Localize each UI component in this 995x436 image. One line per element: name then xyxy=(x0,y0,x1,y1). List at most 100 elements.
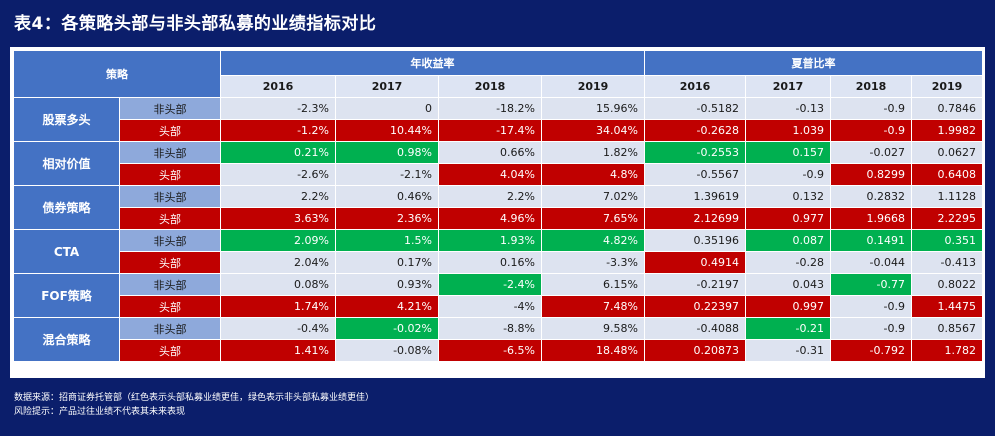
table-row: CTA 非头部 2.09% 1.5% 1.93% 4.82% 0.35196 0.087 0.1… xyxy=(13,229,983,274)
annual-return-cell: -4% xyxy=(438,295,542,318)
non-top-label: 非头部 xyxy=(119,97,221,120)
sharpe-ratio-cell: 0.157 xyxy=(745,141,831,164)
sharpe-ratio-cell: -0.28 xyxy=(745,251,831,274)
table-row: 头部 1.41% -0.08% -6.5% 18.48% 0.20873 -0.31 -0.7… xyxy=(14,339,983,362)
year-header: 2016 xyxy=(220,75,336,98)
annual-return-cell: 4.8% xyxy=(541,163,645,186)
sharpe-ratio-cell: -0.413 xyxy=(911,251,983,274)
sharpe-ratio-cell: 0.4914 xyxy=(644,251,746,274)
sharpe-ratio-cell: -0.4088 xyxy=(644,317,746,340)
sharpe-ratio-cell: 1.039 xyxy=(745,119,831,142)
annual-return-cell: 0.16% xyxy=(438,251,542,274)
annual-return-cell: 18.48% xyxy=(541,339,645,362)
sharpe-ratio-cell: -0.31 xyxy=(745,339,831,362)
annual-return-cell: 9.58% xyxy=(541,317,645,340)
year-header: 2019 xyxy=(911,75,983,98)
sharpe-ratio-cell: 1.1128 xyxy=(911,185,983,208)
annual-return-cell: -18.2% xyxy=(438,97,542,120)
sharpe-ratio-cell: 0.997 xyxy=(745,295,831,318)
annual-return-cell: -0.02% xyxy=(335,317,439,340)
table-row: 头部 3.63% 2.36% 4.96% 7.65% 2.12699 0.977 1.9668… xyxy=(14,207,983,230)
annual-return-cell: 15.96% xyxy=(541,97,645,120)
table-row: 相对价值 非头部 0.21% 0.98% 0.66% 1.82% -0.2553 0.157-… xyxy=(13,141,983,186)
annual-return-cell: 4.04% xyxy=(438,163,542,186)
strategy-name: 股票多头 xyxy=(13,97,120,142)
non-top-label: 非头部 xyxy=(119,273,221,296)
sharpe-ratio-cell: -0.13 xyxy=(745,97,831,120)
annual-return-cell: 7.48% xyxy=(541,295,645,318)
sharpe-ratio-cell: -0.2197 xyxy=(644,273,746,296)
top-label: 头部 xyxy=(119,295,221,318)
sharpe-ratio-cell: 0.35196 xyxy=(644,229,746,252)
table-panel: 策略 年收益率 夏普比率 2016 2017 2018 2019 2016 20… xyxy=(10,47,985,378)
annual-return-cell: 0.93% xyxy=(335,273,439,296)
sharpe-ratio-cell: 0.8299 xyxy=(830,163,912,186)
annual-return-cell: 2.2% xyxy=(438,185,542,208)
sharpe-ratio-cell: -0.9 xyxy=(830,97,912,120)
annual-return-cell: -8.8% xyxy=(438,317,542,340)
annual-return-cell: 6.15% xyxy=(541,273,645,296)
sharpe-ratio-cell: 0.043 xyxy=(745,273,831,296)
annual-return-cell: 1.5% xyxy=(335,229,439,252)
sharpe-ratio-cell: 1.782 xyxy=(911,339,983,362)
sharpe-ratio-cell: 1.39619 xyxy=(644,185,746,208)
year-header: 2017 xyxy=(335,75,439,98)
year-header: 2018 xyxy=(438,75,542,98)
annual-return-cell: 0.21% xyxy=(220,141,336,164)
sharpe-ratio-cell: -0.21 xyxy=(745,317,831,340)
annual-return-cell: 0.17% xyxy=(335,251,439,274)
risk-warning-note: 风险提示：产品过往业绩不代表其未来表现 xyxy=(14,407,186,417)
top-label: 头部 xyxy=(119,163,221,186)
sharpe-ratio-cell: -0.9 xyxy=(830,119,912,142)
annual-return-cell: 10.44% xyxy=(335,119,439,142)
annual-return-cell: 2.36% xyxy=(335,207,439,230)
sharpe-ratio-cell: 1.9668 xyxy=(830,207,912,230)
data-source-note: 数据来源：招商证券托管部（红色表示头部私募业绩更佳，绿色表示非头部私募业绩更佳） xyxy=(14,393,375,403)
table-body: 股票多头 非头部 -2.3% 0 -18.2% 15.96% -0.5182 -0.13 -0.… xyxy=(13,97,983,362)
year-header: 2019 xyxy=(541,75,645,98)
table-row: 混合策略 非头部 -0.4% -0.02% -8.8% 9.58% -0.4088 -0.21… xyxy=(13,317,983,362)
year-header: 2016 xyxy=(644,75,746,98)
top-label: 头部 xyxy=(119,339,221,362)
table-row: 股票多头 非头部 -2.3% 0 -18.2% 15.96% -0.5182 -0.13 -0.… xyxy=(13,97,983,142)
annual-return-cell: -2.4% xyxy=(438,273,542,296)
sharpe-ratio-cell: -0.9 xyxy=(830,295,912,318)
annual-return-cell: -2.1% xyxy=(335,163,439,186)
annual-return-cell: 1.93% xyxy=(438,229,542,252)
sharpe-ratio-cell: 0.20873 xyxy=(644,339,746,362)
annual-return-cell: -0.4% xyxy=(220,317,336,340)
annual-return-cell: 34.04% xyxy=(541,119,645,142)
annual-return-cell: -0.08% xyxy=(335,339,439,362)
annual-return-cell: 1.82% xyxy=(541,141,645,164)
top-label: 头部 xyxy=(119,251,221,274)
sharpe-ratio-cell: -0.2628 xyxy=(644,119,746,142)
annual-return-cell: 7.02% xyxy=(541,185,645,208)
table-row: 头部 1.74% 4.21% -4% 7.48% 0.22397 0.997 -0.9 1.44… xyxy=(14,295,983,318)
sharpe-ratio-cell: -0.027 xyxy=(830,141,912,164)
sharpe-ratio-cell: -0.5567 xyxy=(644,163,746,186)
sharpe-ratio-cell: 0.6408 xyxy=(911,163,983,186)
strategy-header: 策略 xyxy=(13,50,221,98)
annual-return-cell: 1.41% xyxy=(220,339,336,362)
annual-return-cell: 7.65% xyxy=(541,207,645,230)
non-top-label: 非头部 xyxy=(119,317,221,340)
annual-return-cell: 0.08% xyxy=(220,273,336,296)
annual-return-cell: -6.5% xyxy=(438,339,542,362)
annual-return-cell: -3.3% xyxy=(541,251,645,274)
strategy-name: CTA xyxy=(13,229,120,274)
sharpe-ratio-cell: -0.9 xyxy=(745,163,831,186)
annual-return-cell: -2.3% xyxy=(220,97,336,120)
sharpe-ratio-cell: 2.12699 xyxy=(644,207,746,230)
sharpe-ratio-header: 夏普比率 xyxy=(644,50,983,76)
page-title: 表4：各策略头部与非头部私募的业绩指标对比 xyxy=(14,14,377,34)
strategy-name: 相对价值 xyxy=(13,141,120,186)
non-top-label: 非头部 xyxy=(119,185,221,208)
sharpe-ratio-cell: -0.9 xyxy=(830,317,912,340)
sharpe-ratio-cell: 0.351 xyxy=(911,229,983,252)
annual-return-cell: 2.04% xyxy=(220,251,336,274)
sharpe-ratio-cell: 1.9982 xyxy=(911,119,983,142)
sharpe-ratio-cell: 0.8022 xyxy=(911,273,983,296)
annual-return-cell: 4.82% xyxy=(541,229,645,252)
table-row: FOF策略 非头部 0.08% 0.93% -2.4% 6.15% -0.2197 0.043… xyxy=(13,273,983,318)
annual-return-cell: 0 xyxy=(335,97,439,120)
